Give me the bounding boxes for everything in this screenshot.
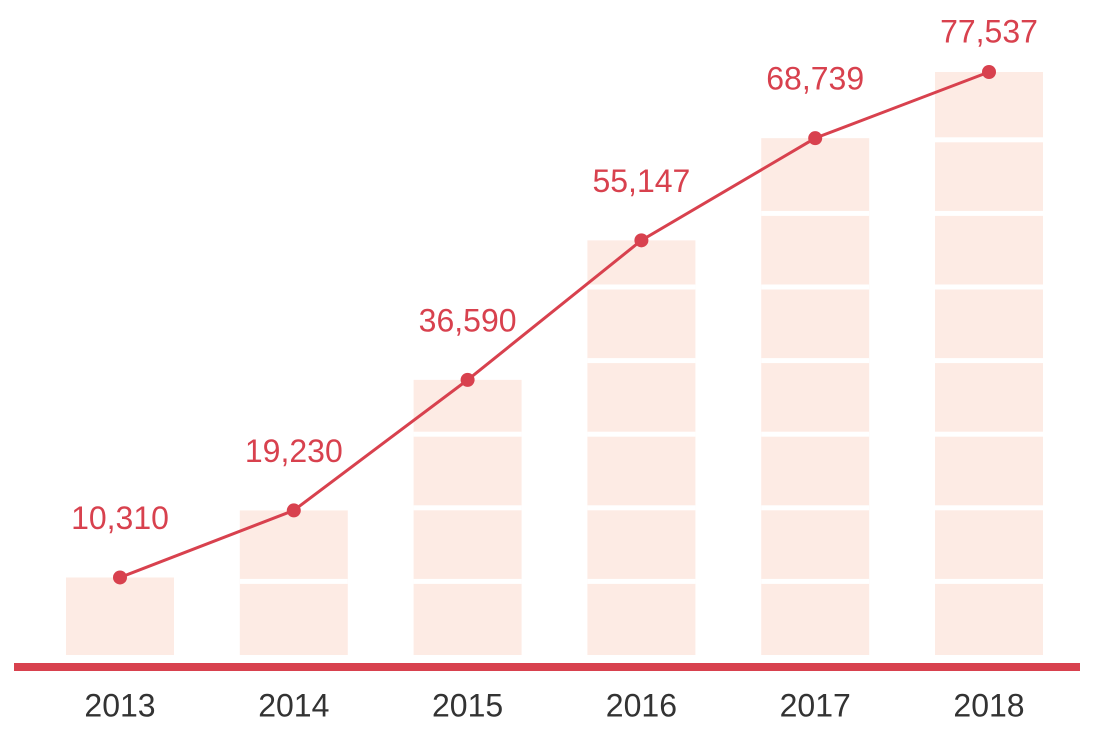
point xyxy=(982,65,996,79)
x-tick-label: 2017 xyxy=(780,687,851,723)
bar-segment-gap xyxy=(413,431,522,437)
bar-segment-gap xyxy=(587,431,696,437)
bar-segment-gap xyxy=(413,578,522,584)
x-tick-label: 2014 xyxy=(258,687,329,723)
value-label: 10,310 xyxy=(71,500,169,536)
bar-segment-gap xyxy=(413,505,522,511)
bar-segment-gap xyxy=(761,505,870,511)
baseline xyxy=(14,663,1080,671)
bar-segment-gap xyxy=(587,578,696,584)
bar-segment-gap xyxy=(935,210,1043,216)
x-tick-label: 2018 xyxy=(953,687,1024,723)
value-label: 36,590 xyxy=(419,302,517,338)
bar-segment-gap xyxy=(935,284,1043,290)
bar-segment-gap xyxy=(239,578,348,584)
x-tick-label: 2013 xyxy=(84,687,155,723)
bar-segment-gap xyxy=(935,431,1043,437)
point xyxy=(634,233,649,248)
bar-segment-gap xyxy=(587,284,696,290)
point xyxy=(460,372,475,387)
point xyxy=(113,570,127,585)
bar-segment-gap xyxy=(587,505,696,511)
point xyxy=(808,131,823,146)
value-label: 68,739 xyxy=(766,61,864,97)
bar-segment-gap xyxy=(761,284,870,290)
bar-segment-gap xyxy=(935,505,1043,511)
bar-segment-gap xyxy=(587,358,696,364)
bar-segment-gap xyxy=(935,137,1043,143)
value-label: 55,147 xyxy=(592,163,690,199)
value-label: 19,230 xyxy=(245,433,343,469)
value-label: 77,537 xyxy=(940,13,1038,49)
bar xyxy=(66,577,174,655)
point xyxy=(286,503,301,518)
bar-segment-gap xyxy=(761,358,870,364)
bar-segment-gap xyxy=(761,210,870,216)
bar xyxy=(413,379,522,655)
bar-segment-gap xyxy=(761,431,870,437)
x-tick-label: 2016 xyxy=(606,687,677,723)
bar-segment-gap xyxy=(935,578,1043,584)
bar xyxy=(587,240,696,655)
x-tick-label: 2015 xyxy=(432,687,503,723)
bar xyxy=(935,72,1043,655)
bar-segment-gap xyxy=(761,578,870,584)
bar-segment-gap xyxy=(935,358,1043,364)
line xyxy=(119,70,990,579)
bar xyxy=(761,138,870,655)
